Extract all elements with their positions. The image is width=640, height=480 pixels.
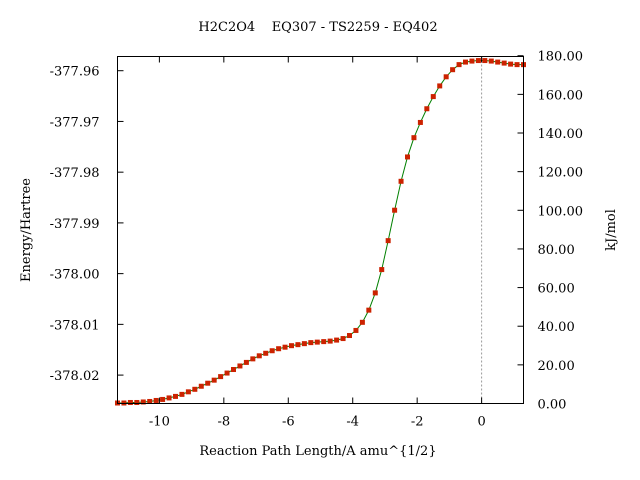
- data-point: [463, 59, 468, 65]
- y2-tick-label: 100.00: [538, 204, 584, 219]
- data-point: [385, 238, 391, 244]
- data-point: [237, 363, 243, 369]
- y-tick-label: -377.99: [50, 217, 100, 232]
- data-point: [359, 319, 365, 325]
- data-point: [482, 58, 488, 64]
- x-tick-label: -10: [149, 415, 170, 430]
- data-point: [243, 359, 249, 365]
- y2-tick-label: 160.00: [538, 88, 584, 103]
- data-point: [417, 119, 423, 125]
- x-tick-label: -6: [282, 415, 295, 430]
- x-tick-label: -8: [217, 415, 230, 430]
- y2-tick-label: 80.00: [538, 243, 575, 258]
- data-point: [456, 62, 462, 68]
- data-point: [231, 367, 236, 373]
- x-tick-label: -4: [346, 415, 359, 430]
- data-point: [501, 60, 507, 66]
- data-point: [160, 396, 166, 402]
- data-point: [424, 106, 430, 112]
- data-point: [224, 370, 230, 376]
- data-point: [192, 386, 198, 392]
- data-point: [173, 393, 178, 399]
- y2-axis-label: kJ/mol: [604, 209, 619, 251]
- data-point: [250, 356, 256, 362]
- data-point: [405, 154, 410, 160]
- y-tick-label: -378.00: [50, 268, 100, 283]
- data-point: [153, 397, 159, 403]
- data-point: [372, 290, 378, 296]
- data-point: [340, 336, 346, 342]
- data-point: [443, 74, 449, 80]
- x-axis-label: Reaction Path Length/A amu^{1/2}: [199, 444, 436, 459]
- data-point: [488, 58, 494, 64]
- data-point: [514, 62, 520, 68]
- data-point: [301, 341, 307, 347]
- data-point: [321, 339, 327, 345]
- plot-area: [115, 56, 526, 406]
- y-axis-label: Energy/Hartree: [19, 178, 34, 282]
- data-point: [140, 399, 146, 405]
- data-point: [127, 399, 133, 405]
- data-point: [147, 398, 153, 404]
- x-tick-label: 0: [477, 415, 485, 430]
- chart-title: H2C2O4 EQ307 - TS2259 - EQ402: [198, 20, 437, 35]
- y2-tick-label: 140.00: [538, 127, 584, 142]
- y2-tick-label: 60.00: [538, 282, 575, 297]
- data-point: [218, 374, 224, 380]
- data-point: [256, 353, 262, 359]
- data-point: [411, 135, 417, 141]
- data-point: [205, 380, 211, 386]
- data-point: [282, 344, 288, 350]
- data-point: [334, 337, 340, 343]
- data-point: [450, 67, 456, 73]
- data-point: [263, 350, 269, 356]
- series-line: [117, 60, 524, 404]
- y2-tick-label: 40.00: [538, 320, 575, 335]
- data-point: [121, 400, 127, 406]
- data-point: [366, 307, 372, 313]
- y2-tick-label: 0.00: [538, 398, 567, 413]
- x-tick-label: -2: [411, 415, 424, 430]
- data-point: [179, 391, 185, 397]
- data-point: [166, 395, 172, 401]
- data-point: [398, 178, 404, 184]
- data-point: [198, 383, 204, 389]
- data-point: [430, 94, 436, 100]
- data-point: [289, 343, 294, 349]
- data-point: [347, 333, 352, 339]
- plot-frame: [117, 56, 524, 404]
- data-point: [475, 58, 481, 64]
- y2-tick-label: 20.00: [538, 359, 575, 374]
- data-point: [314, 339, 320, 345]
- data-point: [134, 399, 140, 405]
- data-point: [276, 346, 282, 352]
- y-tick-label: -377.97: [50, 115, 100, 130]
- data-point: [469, 58, 475, 64]
- axes: -10 -8 -6 -4 -2 0 -377.96 -377.97 -377.98 -377.99…: [50, 50, 583, 430]
- y2-tick-label: 120.00: [538, 166, 584, 181]
- data-point: [379, 267, 385, 273]
- data-point: [495, 59, 501, 65]
- data-point: [211, 377, 217, 383]
- data-point: [353, 327, 359, 333]
- y-tick-label: -378.01: [50, 318, 100, 333]
- y-tick-label: -377.96: [50, 65, 100, 80]
- data-point: [308, 340, 314, 346]
- y-tick-label: -377.98: [50, 166, 100, 181]
- data-point: [295, 342, 301, 348]
- data-point: [508, 61, 514, 67]
- data-point: [269, 348, 275, 354]
- y2-tick-label: 180.00: [538, 50, 584, 65]
- y-tick-label: -378.02: [50, 369, 100, 384]
- data-point: [185, 389, 191, 395]
- data-point: [437, 83, 443, 89]
- data-point: [392, 207, 398, 213]
- data-point: [327, 338, 333, 344]
